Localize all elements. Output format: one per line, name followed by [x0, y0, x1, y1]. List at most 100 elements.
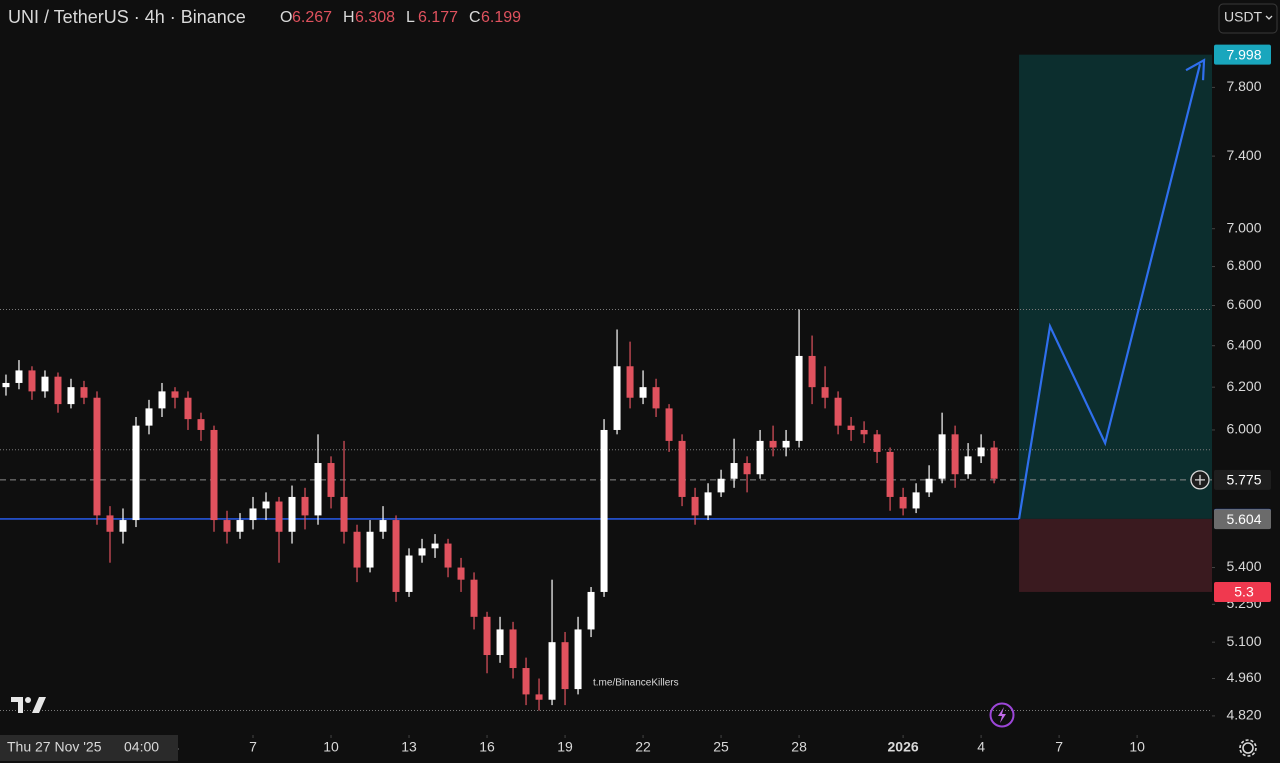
- candle-body: [444, 543, 452, 568]
- candle-body: [93, 397, 101, 516]
- candle-body: [548, 642, 556, 700]
- candle-body: [769, 440, 777, 448]
- price-badge: [1214, 44, 1271, 65]
- candle-body: [171, 391, 179, 398]
- y-tick-label: 5.400: [1226, 558, 1261, 574]
- price-badge: [1214, 469, 1271, 490]
- candle-body: [418, 548, 426, 556]
- settings-button[interactable]: [1239, 739, 1257, 757]
- candle-body: [80, 387, 88, 398]
- candle-body: [184, 397, 192, 420]
- candle-body: [704, 492, 712, 516]
- candle-body: [639, 387, 647, 398]
- candle-body: [613, 366, 621, 430]
- lightning-button[interactable]: [989, 702, 1015, 728]
- candle-body: [730, 463, 738, 479]
- candle-body: [886, 451, 894, 497]
- candle-body: [54, 376, 62, 405]
- candle-body: [119, 520, 127, 532]
- y-tick-label: 6.400: [1226, 336, 1261, 352]
- candle-body: [834, 397, 842, 426]
- candle-body: [223, 520, 231, 532]
- candle-body: [405, 555, 413, 592]
- candle-body: [873, 434, 881, 452]
- candle-body: [197, 419, 205, 430]
- crosshair-date: Thu 27 Nov '25: [7, 739, 102, 755]
- legend-value: 6.177: [418, 9, 458, 26]
- candle-body: [574, 629, 582, 690]
- legend-key: H: [343, 9, 355, 26]
- candle-body: [314, 463, 322, 516]
- y-tick-label: 6.200: [1226, 378, 1261, 394]
- plus-icon: [1195, 474, 1205, 485]
- x-tick-label: 16: [479, 739, 495, 755]
- candle-body: [847, 425, 855, 430]
- price-badge-label: 5.604: [1226, 511, 1261, 527]
- add-alert-button[interactable]: [1190, 470, 1210, 490]
- candle-body: [782, 440, 790, 448]
- legend-key: O: [280, 9, 292, 26]
- candle-body: [145, 408, 153, 426]
- candle-body: [15, 370, 23, 383]
- price-badge: [1214, 581, 1271, 602]
- candle-body: [457, 567, 465, 580]
- candle-body: [860, 429, 868, 435]
- candle-body: [28, 370, 36, 392]
- legend-value: 6.267: [292, 9, 332, 26]
- candle-body: [327, 463, 335, 497]
- candle-body: [366, 531, 374, 568]
- settings-area: [1212, 735, 1280, 763]
- candle-body: [301, 496, 309, 516]
- crosshair-time: 04:00: [124, 739, 159, 755]
- x-tick-label: 4: [977, 739, 985, 755]
- price-axis: [1212, 0, 1280, 735]
- candle-body: [756, 440, 764, 475]
- projection-path: [1017, 63, 1202, 520]
- candle-body: [652, 387, 660, 409]
- candle-body: [288, 496, 296, 532]
- x-tick-label: 22: [635, 739, 651, 755]
- candle-body: [925, 478, 933, 493]
- crosshair-label-bg: [0, 735, 178, 761]
- candle-body: [626, 366, 634, 398]
- candle-body: [795, 355, 803, 441]
- candle-body: [808, 355, 816, 388]
- candle-body: [483, 616, 491, 656]
- candle-body: [353, 531, 361, 568]
- candle-body: [665, 408, 673, 441]
- candle-body: [561, 642, 569, 690]
- candle-body: [977, 447, 985, 457]
- y-tick-label: 6.000: [1226, 421, 1261, 437]
- x-tick-label: 7: [1055, 739, 1063, 755]
- candle-body: [600, 429, 608, 592]
- candle-body: [379, 520, 387, 532]
- candle-body: [717, 478, 725, 493]
- candle-body: [431, 543, 439, 549]
- arrow-head: [1185, 58, 1206, 81]
- candle-body: [236, 520, 244, 532]
- dropdown-icon[interactable]: [1265, 15, 1273, 20]
- currency-button[interactable]: [1218, 3, 1278, 34]
- zones: [1019, 54, 1212, 592]
- candle-body: [522, 668, 530, 695]
- candle-body: [275, 501, 283, 532]
- candle-body: [41, 376, 49, 392]
- y-tick-label: 7.400: [1226, 147, 1261, 163]
- candle-body: [938, 434, 946, 479]
- legend-key: L: [406, 9, 415, 26]
- candles: [2, 309, 998, 711]
- candle-body: [496, 629, 504, 656]
- tv-logo: [11, 697, 46, 713]
- legend-key: C: [469, 9, 481, 26]
- currency-label[interactable]: USDT: [1224, 9, 1263, 25]
- x-tick-label: 13: [401, 739, 417, 755]
- y-tick-label: 6.600: [1226, 296, 1261, 312]
- y-tick-label: 4.820: [1226, 707, 1261, 723]
- candle-body: [67, 387, 75, 405]
- legend-value: 6.308: [355, 9, 395, 26]
- x-tick-label: 28: [791, 739, 807, 755]
- ohlc-legend: O 6.267 H 6.308 L 6.177 C 6.199: [280, 9, 521, 26]
- y-tick-label: 4.960: [1226, 669, 1261, 685]
